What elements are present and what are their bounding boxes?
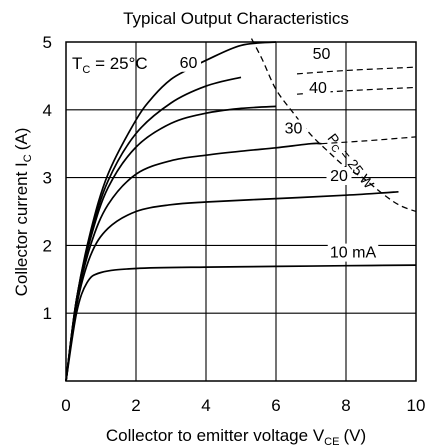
y-tick-label: 5 xyxy=(43,33,52,52)
plot-frame xyxy=(65,41,417,382)
power-dissipation-curve xyxy=(250,38,417,213)
y-tick-label: 2 xyxy=(43,236,52,255)
curve-30 xyxy=(65,142,322,382)
x-tick-label: 8 xyxy=(341,396,350,415)
grid xyxy=(65,41,417,382)
label-background xyxy=(327,243,379,262)
curve-50 xyxy=(65,76,242,382)
curve-label: 40 xyxy=(309,80,327,97)
power-curve xyxy=(250,38,417,213)
dashed-extension xyxy=(296,66,417,75)
temperature-annotation: TC = 25°C xyxy=(72,54,148,76)
characteristic-curves xyxy=(65,41,417,382)
label-background xyxy=(281,119,306,138)
x-tick-label: 6 xyxy=(271,396,280,415)
x-tick-label: 2 xyxy=(131,396,140,415)
label-background xyxy=(176,53,201,72)
curve-60 xyxy=(65,41,277,382)
label-background xyxy=(326,166,352,185)
curve-20 xyxy=(65,190,399,382)
curve-label: 60 xyxy=(180,55,198,72)
x-tick-label: 10 xyxy=(407,396,426,415)
dashed-extension xyxy=(321,136,417,145)
curve-10-ma xyxy=(65,264,417,382)
x-axis-label: Collector to emitter voltage VCE (V) xyxy=(106,426,366,448)
curve-label: 20 xyxy=(330,168,348,185)
curve-label: 30 xyxy=(285,121,303,138)
chart-title: Typical Output Characteristics xyxy=(123,9,349,28)
y-tick-label: 4 xyxy=(43,101,52,120)
x-tick-label: 0 xyxy=(61,396,70,415)
y-tick-label: 3 xyxy=(43,169,52,188)
y-tick-label: 1 xyxy=(43,304,52,323)
y-axis-label: Collector current IC(A) xyxy=(12,128,34,297)
x-tick-label: 4 xyxy=(201,396,210,415)
curve-label: 50 xyxy=(313,46,331,63)
dashed-extensions xyxy=(296,66,417,145)
curve-labels: 60 50 40 30 20 10 mA xyxy=(176,44,379,262)
curve-label: 10 mA xyxy=(330,245,377,262)
label-background xyxy=(309,44,334,63)
curve-40 xyxy=(65,105,277,382)
label-background xyxy=(305,78,331,97)
